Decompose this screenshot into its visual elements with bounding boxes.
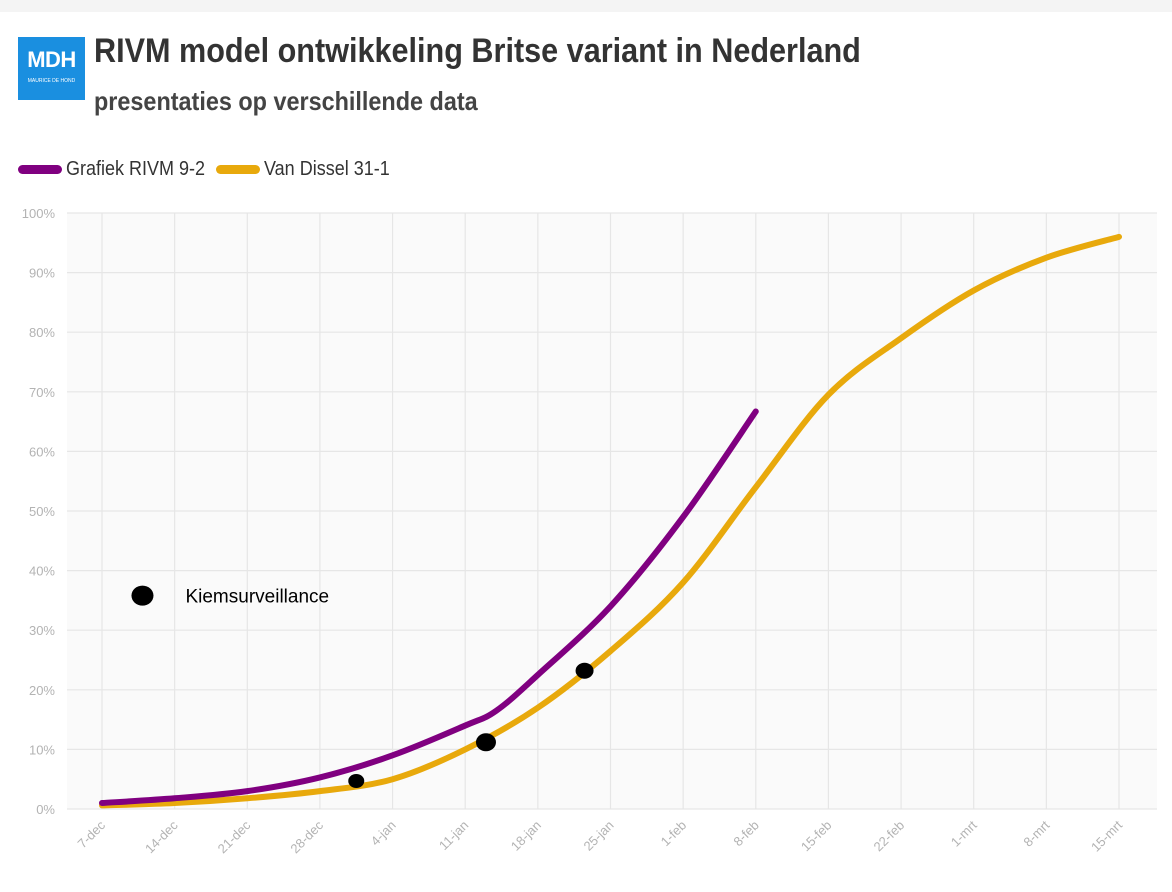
grid [67,212,1157,810]
legend: Grafiek RIVM 9-2 Van Dissel 31-1 [18,156,400,182]
y-tick-label: 30% [29,623,55,638]
series-line-van-dissel [99,233,1122,809]
x-tick-label: 15-feb [798,818,835,855]
chart-subtitle: presentaties op verschillende data [94,86,478,116]
data-point [475,733,496,752]
legend-item-rivm: Grafiek RIVM 9-2 [18,158,206,181]
y-tick-label: 50% [29,504,55,519]
x-tick-label: 15-mrt [1088,817,1125,854]
series-lines [99,233,1122,809]
x-tick-label: 22-feb [871,818,908,855]
y-tick-label: 10% [29,742,55,757]
legend-label-van-dissel: Van Dissel 31-1 [264,157,391,180]
x-tick-label: 1-mrt [948,817,980,849]
y-tick-label: 90% [29,266,55,281]
legend-swatch-van-dissel [216,164,261,174]
y-tick-labels: 0% 10% 20% 30% 40% 50% 60% 70% 80% 90% 100% [22,206,56,817]
annotation: Kiemsurveillance [131,585,329,608]
chart-title: RIVM model ontwikkeling Britse variant i… [94,32,861,70]
x-tick-label: 7-dec [75,817,109,851]
x-tick-label: 8-feb [730,818,762,850]
data-point [348,773,365,788]
logo-text: MDH [27,47,76,72]
annotation-marker [131,585,154,606]
x-tick-label: 21-dec [215,817,254,856]
y-tick-label: 100% [22,206,56,221]
data-point [575,662,594,679]
legend-swatch-rivm [18,164,62,174]
x-tick-label: 14-dec [142,817,181,856]
mdh-logo: MDH MAURICE DE HOND [18,37,85,100]
annotation-label: Kiemsurveillance [185,587,329,608]
y-tick-label: 60% [29,444,55,459]
y-tick-label: 20% [29,683,55,698]
x-tick-labels: 7-dec 14-dec 21-dec 28-dec 4-jan 11-jan 18-jan… [75,817,1126,856]
x-tick-label: 8-mrt [1020,817,1052,849]
logo-subtext: MAURICE DE HOND [27,78,76,84]
series-line-rivm [99,408,759,807]
x-tick-label: 18-jan [508,818,544,854]
y-tick-label: 40% [29,564,55,579]
y-tick-label: 0% [36,802,55,817]
y-tick-label: 80% [29,325,55,340]
y-tick-label: 70% [29,385,55,400]
legend-item-van-dissel: Van Dissel 31-1 [216,158,390,181]
x-tick-label: 4-jan [368,818,399,849]
legend-label-rivm: Grafiek RIVM 9-2 [66,157,206,180]
x-tick-label: 1-feb [658,818,690,850]
x-tick-label: 28-dec [287,817,326,856]
x-tick-label: 25-jan [580,818,616,854]
x-tick-label: 11-jan [436,818,471,853]
surveillance-points [348,662,594,788]
